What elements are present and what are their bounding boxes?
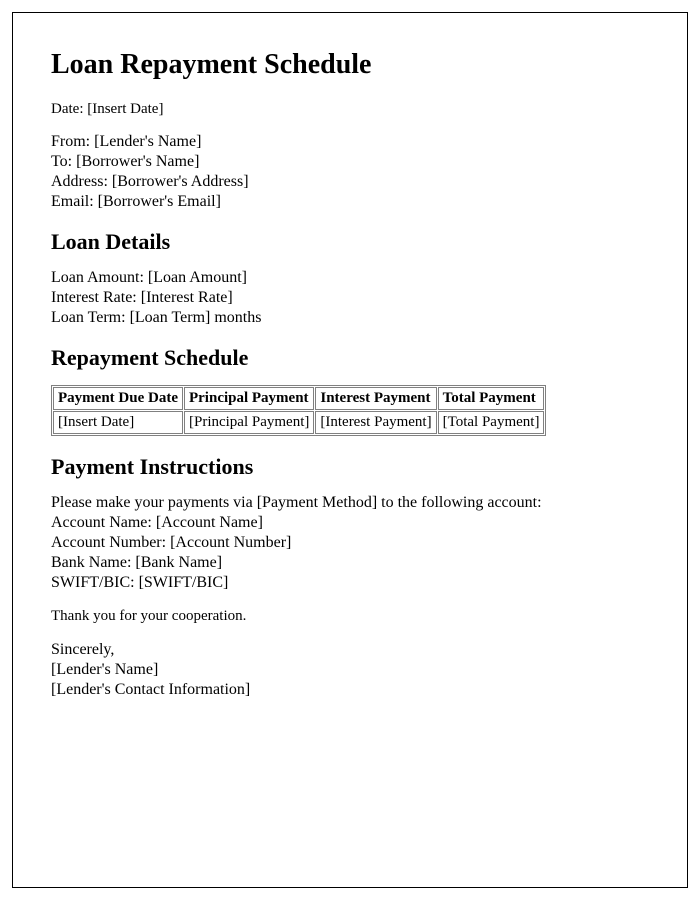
col-total: Total Payment [438,387,545,410]
to-label: To: [51,153,72,170]
cell-interest: [Interest Payment] [315,411,436,434]
account-number-line: Account Number: [Account Number] [51,534,649,552]
interest-rate-line: Interest Rate: [Interest Rate] [51,289,649,307]
page-wrapper: Loan Repayment Schedule Date: [Insert Da… [0,0,700,900]
intro-prefix: Please make your payments via [51,494,253,511]
bank-name-value: [Bank Name] [135,554,222,571]
address-line: Address: [Borrower's Address] [51,173,649,191]
cell-total: [Total Payment] [438,411,545,434]
loan-term-suffix: months [214,309,261,326]
closing-block: Sincerely, [Lender's Name] [Lender's Con… [51,641,649,699]
account-number-label: Account Number: [51,534,166,551]
from-line: From: [Lender's Name] [51,133,649,151]
date-value: [Insert Date] [87,101,163,117]
loan-term-line: Loan Term: [Loan Term] months [51,309,649,327]
swift-value: [SWIFT/BIC] [139,574,229,591]
interest-rate-label: Interest Rate: [51,289,137,306]
to-value: [Borrower's Name] [76,153,199,170]
lender-name-line: [Lender's Name] [51,661,649,679]
table-row: [Insert Date] [Principal Payment] [Inter… [53,411,544,434]
loan-details-block: Loan Amount: [Loan Amount] Interest Rate… [51,269,649,327]
document-page: Loan Repayment Schedule Date: [Insert Da… [12,12,688,888]
loan-amount-line: Loan Amount: [Loan Amount] [51,269,649,287]
loan-term-value: [Loan Term] [130,309,211,326]
account-name-value: [Account Name] [156,514,263,531]
bank-name-line: Bank Name: [Bank Name] [51,554,649,572]
bank-name-label: Bank Name: [51,554,131,571]
interest-rate-value: [Interest Rate] [141,289,233,306]
instructions-intro: Please make your payments via [Payment M… [51,494,649,512]
repayment-table: Payment Due Date Principal Payment Inter… [51,385,546,436]
from-label: From: [51,133,90,150]
swift-line: SWIFT/BIC: [SWIFT/BIC] [51,574,649,592]
intro-suffix: to the following account: [381,494,541,511]
date-line: Date: [Insert Date] [51,99,649,119]
table-header-row: Payment Due Date Principal Payment Inter… [53,387,544,410]
email-line: Email: [Borrower's Email] [51,193,649,211]
address-value: [Borrower's Address] [112,173,249,190]
col-principal: Principal Payment [184,387,314,410]
lender-contact-line: [Lender's Contact Information] [51,681,649,699]
account-name-line: Account Name: [Account Name] [51,514,649,532]
swift-label: SWIFT/BIC: [51,574,135,591]
address-label: Address: [51,173,108,190]
date-label: Date: [51,101,83,117]
payment-instructions-heading: Payment Instructions [51,454,649,480]
loan-details-heading: Loan Details [51,229,649,255]
cell-principal: [Principal Payment] [184,411,314,434]
to-line: To: [Borrower's Name] [51,153,649,171]
from-value: [Lender's Name] [94,133,201,150]
page-title: Loan Repayment Schedule [51,49,649,81]
email-value: [Borrower's Email] [98,193,221,210]
repayment-schedule-heading: Repayment Schedule [51,345,649,371]
loan-amount-label: Loan Amount: [51,269,144,286]
email-label: Email: [51,193,94,210]
payment-instructions-block: Please make your payments via [Payment M… [51,494,649,592]
loan-term-label: Loan Term: [51,309,126,326]
account-name-label: Account Name: [51,514,152,531]
sincerely-line: Sincerely, [51,641,649,659]
parties-block: From: [Lender's Name] To: [Borrower's Na… [51,133,649,211]
col-interest: Interest Payment [315,387,436,410]
payment-method: [Payment Method] [257,494,377,511]
loan-amount-value: [Loan Amount] [148,269,247,286]
cell-due-date: [Insert Date] [53,411,183,434]
col-due-date: Payment Due Date [53,387,183,410]
thanks-line: Thank you for your cooperation. [51,606,649,626]
account-number-value: [Account Number] [170,534,291,551]
